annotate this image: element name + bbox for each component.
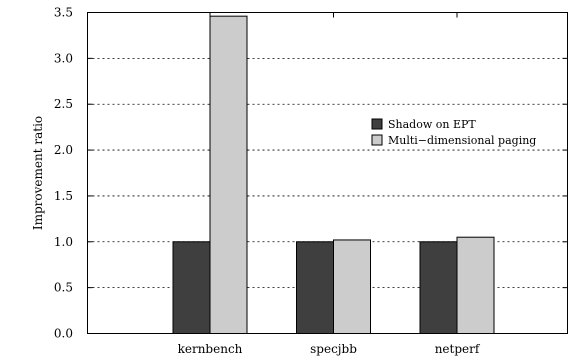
y-tick-label: 1.5 xyxy=(54,189,73,203)
bar-kernbench-shadow-on-ept xyxy=(173,242,210,334)
y-tick-label: 2.0 xyxy=(54,143,73,157)
bar-netperf-shadow-on-ept xyxy=(420,242,457,334)
y-tick-label: 1.0 xyxy=(54,235,73,249)
y-tick-label: 2.5 xyxy=(54,97,73,111)
legend-swatch-multi-dimensional-paging xyxy=(372,135,382,145)
y-tick-label: 3.0 xyxy=(54,51,73,65)
legend-label-multi-dimensional-paging: Multi−dimensional paging xyxy=(388,134,536,147)
y-tick-label: 3.5 xyxy=(54,6,73,20)
bar-kernbench-multi-dimensional-paging xyxy=(210,16,247,333)
x-tick-label: kernbench xyxy=(178,342,243,356)
bar-netperf-multi-dimensional-paging xyxy=(457,237,494,333)
x-tick-label: netperf xyxy=(435,342,481,356)
legend: Shadow on EPT Multi−dimensional paging xyxy=(372,118,536,147)
y-tick-label: 0.0 xyxy=(54,327,73,341)
legend-label-shadow-on-ept: Shadow on EPT xyxy=(388,118,476,131)
bar-specjbb-shadow-on-ept xyxy=(297,242,334,334)
bar-specjbb-multi-dimensional-paging xyxy=(334,240,371,334)
x-tick-label: specjbb xyxy=(310,342,357,356)
y-axis-label: Improvement ratio xyxy=(31,116,45,230)
y-tick-label: 0.5 xyxy=(54,281,73,295)
bars xyxy=(173,16,494,333)
legend-swatch-shadow-on-ept xyxy=(372,119,382,129)
